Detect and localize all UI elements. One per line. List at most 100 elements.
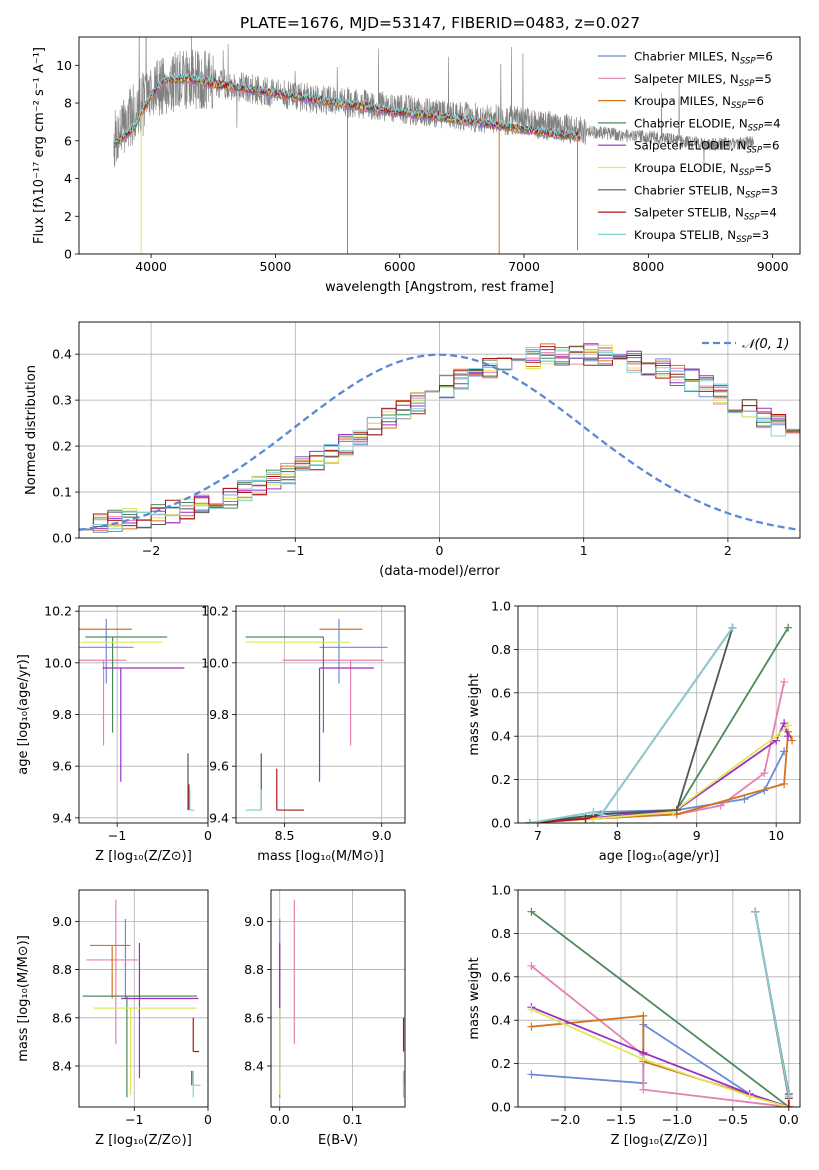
series-line-kroupa_miles [529,728,793,823]
massweight-vs-Z-xtick-label: 0.0 [779,1112,799,1127]
residuals-plot-area [79,343,800,533]
massweight-vs-age-ytick-label: 0.2 [491,772,511,787]
series-marker-salpeter_miles [639,1085,648,1094]
legend-label-salpeter_stelib: Salpeter STELIB, NSSP=4 [634,206,777,223]
series-marker-salpeter_miles [780,677,789,686]
legend-label-chabrier_miles: Chabrier MILES, NSSP=6 [634,50,773,67]
age-vs-Z-ytick-label: 10.0 [44,655,72,670]
series-marker-salpeter_elodie [784,732,793,741]
massweight-vs-age-ytick-label: 0.4 [491,729,511,744]
massweight-vs-Z-xtick-label: −0.5 [718,1112,748,1127]
spectrum-frame [78,36,801,255]
spectrum-ytick-label: 0 [64,247,72,262]
series-marker-chabrier_stelib [672,805,681,814]
massweight-vs-age-ytick-label: 0.8 [491,642,511,657]
mass-vs-Z-ylabel: mass [log₁₀(M/M⊙)] [16,935,31,1062]
age-vs-mass-plot-area [245,618,388,811]
series-line-kroupa_stelib [529,627,734,823]
series-marker-kroupa_stelib [597,810,606,819]
legend-label-kroupa_stelib: Kroupa STELIB, NSSP=3 [634,228,769,245]
massweight-vs-Z-ytick-label: 0.8 [491,926,511,941]
histogram-chabrier_miles [79,349,800,533]
residuals-ytick-label: 0.2 [52,439,72,454]
age-vs-mass-xtick-label: 8.5 [275,828,295,843]
massweight-vs-Z-ytick-label: 0.6 [491,969,511,984]
massweight-vs-age-ylabel: mass weight [467,673,482,755]
age-vs-Z-plot-area [79,618,195,811]
age-vs-mass-ytick-label: 9.8 [209,707,229,722]
mass-vs-Z-ytick-label: 8.4 [52,1059,72,1074]
series-marker-kroupa_elodie [639,1055,648,1064]
age-vs-Z-ylabel: age [log₁₀(age/yr)] [16,654,31,775]
mass-vs-Z-xtick-label: 0 [204,1112,212,1127]
spectrum-xlabel: wavelength [Angstrom, rest frame] [325,280,554,295]
residuals-ytick-label: 0.0 [52,531,72,546]
residuals-ylabel: Normed distribution [24,365,39,495]
spectrum-ytick-label: 6 [64,133,72,148]
massweight-vs-Z-xtick-label: −1.5 [606,1112,636,1127]
spectrum-xtick-label: 4000 [135,259,167,274]
mass-vs-Z-xlabel: Z [log₁₀(Z/Z⊙)] [95,1133,192,1148]
series-marker-chabrier_miles [740,795,749,804]
age-vs-Z-ytick-label: 9.4 [52,810,72,825]
spectrum-xtick-label: 6000 [384,259,416,274]
massweight-vs-age-xtick-label: 8 [613,828,621,843]
series-marker-kroupa_elodie [527,1005,536,1014]
residuals-xtick-label: 0 [436,543,444,558]
series-marker-kroupa_miles [639,1011,648,1020]
massweight-vs-Z-axes: −2.0 −1.5 −1.0 −0.5 0.0 0.0 0.2 0.4 0.6 0.8 1.0 Z [… [467,883,800,1148]
age-vs-Z-xlabel: Z [log₁₀(Z/Z⊙)] [95,849,192,864]
age-vs-Z-frame [78,605,209,824]
mass-vs-EBV-ytick-label: 8.6 [244,1010,264,1025]
series-marker-kroupa_miles [780,779,789,788]
series-marker-kroupa_stelib [525,819,534,823]
legend-label-salpeter_elodie: Salpeter ELODIE, NSSP=6 [634,139,779,156]
series-marker-kroupa_elodie [784,721,793,730]
residuals-xtick-label: 1 [580,543,588,558]
mass-vs-EBV-frame [270,889,406,1108]
series-marker-chabrier_miles [527,1070,536,1079]
series-marker-kroupa_miles [527,1022,536,1031]
massweight-vs-Z-ylabel: mass weight [467,957,482,1039]
series-marker-kroupa_stelib [751,907,760,916]
massweight-vs-Z-ytick-label: 1.0 [491,883,511,898]
mass-vs-Z-xtick-label: −1 [125,1112,143,1127]
legend-label-kroupa_miles: Kroupa MILES, NSSP=6 [634,94,764,111]
massweight-vs-age-ytick-label: 1.0 [491,599,511,614]
mass-vs-Z-plot-area [82,899,201,1098]
series-line-salpeter_elodie [531,1006,790,1107]
series-marker-kroupa_elodie [745,1092,754,1101]
series-line-chabrier_stelib [529,627,734,823]
series-marker-kroupa_stelib [728,623,737,632]
age-vs-mass-ytick-label: 9.6 [209,759,229,774]
series-line-chabrier_elodie [530,910,790,1107]
massweight-vs-age-axes: 7 8 9 10 0.0 0.2 0.4 0.6 0.8 1.0 age [log₁₀(age/yr… [467,599,800,864]
series-marker-salpeter_miles [716,801,725,810]
residuals-axes: −2 −1 0 1 2 0.0 0.1 0.2 0.3 0.4 (data-model)/error… [24,322,800,579]
spectrum-plot-area [113,37,755,254]
spectrum-axes: 4000 5000 6000 7000 8000 9000 0 2 4 6 8 10 wavelengt… [32,47,789,295]
age-vs-mass-frame [235,605,406,824]
massweight-vs-age-ytick-label: 0.6 [491,685,511,700]
age-vs-mass-ytick-label: 10.2 [201,604,229,619]
mass-vs-Z-ytick-label: 8.8 [52,962,72,977]
residuals-ytick-label: 0.1 [52,485,72,500]
age-vs-mass-axes: 8.5 9.0 9.4 9.6 9.8 10.0 10.2 mass [log₁₀(M/M⊙)… [201,604,405,864]
age-vs-mass-ytick-label: 10.0 [201,655,229,670]
series-marker-salpeter_miles [527,961,536,970]
massweight-vs-Z-xlabel: Z [log₁₀(Z/Z⊙)] [611,1133,708,1148]
series-marker-salpeter_stelib [784,1103,793,1107]
residuals-xlabel: (data-model)/error [379,564,500,579]
mass-vs-EBV-ytick-label: 8.8 [244,962,264,977]
series-marker-salpeter_stelib [581,814,590,823]
series-marker-salpeter_miles [760,769,769,778]
series-line-kroupa_elodie [531,1008,790,1107]
series-marker-chabrier_elodie [527,907,536,916]
massweight-vs-age-xtick-label: 9 [693,828,701,843]
spectrum-xtick-label: 5000 [260,259,292,274]
age-vs-mass-xlabel: mass [log₁₀(M/M⊙)] [257,849,384,864]
series-line-salpeter_elodie [529,720,789,823]
age-vs-mass-ytick-label: 9.4 [209,810,229,825]
spectrum-xtick-label: 9000 [757,259,789,274]
